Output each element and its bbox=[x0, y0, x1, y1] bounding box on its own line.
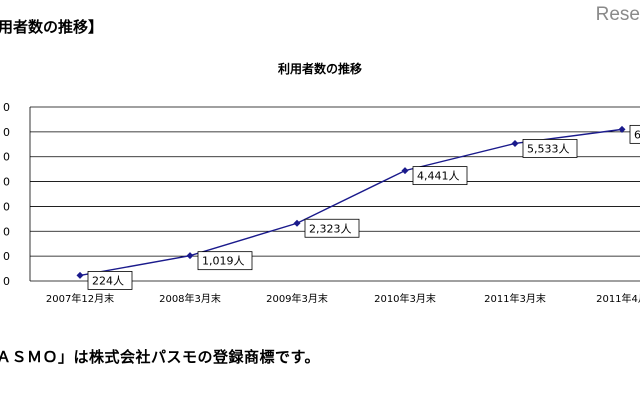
data-label: 1,019人 bbox=[202, 255, 245, 268]
y-tick-label: 0 bbox=[3, 126, 10, 139]
data-point bbox=[293, 219, 301, 227]
data-label-box bbox=[629, 124, 640, 144]
chart-title: 利用者数の推移 bbox=[278, 61, 362, 76]
data-label: 6 bbox=[634, 128, 640, 141]
x-tick-label: 2011年4月 bbox=[596, 292, 640, 305]
trademark-note: ＡＳＭＯ」は株式会社パスモの登録商標です。 bbox=[0, 348, 321, 366]
y-tick-label: 0 bbox=[3, 200, 10, 213]
y-tick-label: 0 bbox=[3, 151, 10, 164]
data-label-box bbox=[522, 139, 578, 158]
data-label: 4,441人 bbox=[417, 170, 460, 183]
data-label-box bbox=[412, 166, 468, 186]
data-label: 5,533人 bbox=[527, 142, 570, 155]
data-point bbox=[186, 252, 194, 260]
y-tick-label: 0 bbox=[3, 250, 10, 263]
y-tick-label: 0 bbox=[3, 275, 10, 288]
x-tick-label: 2009年3月末 bbox=[266, 292, 328, 305]
data-point bbox=[511, 139, 519, 147]
x-tick-label: 2010年3月末 bbox=[374, 292, 436, 305]
data-label-box bbox=[87, 271, 133, 290]
y-tick-label: 0 bbox=[3, 225, 10, 238]
data-label-box bbox=[304, 218, 360, 238]
data-label-box bbox=[197, 251, 253, 271]
y-tick-label: 0 bbox=[3, 101, 10, 114]
x-tick-label: 2007年12月末 bbox=[46, 292, 114, 305]
x-tick-label: 2011年3月末 bbox=[484, 292, 546, 305]
data-point bbox=[76, 271, 84, 279]
x-tick-label: 2008年3月末 bbox=[159, 292, 221, 305]
data-label: 2,323人 bbox=[309, 222, 352, 235]
data-label: 224人 bbox=[92, 274, 124, 287]
data-point bbox=[401, 167, 409, 175]
watermark-logo: Rese bbox=[595, 4, 640, 25]
section-title: 用者数の推移】 bbox=[0, 18, 104, 36]
data-point bbox=[618, 125, 626, 133]
y-tick-label: 0 bbox=[3, 176, 10, 189]
